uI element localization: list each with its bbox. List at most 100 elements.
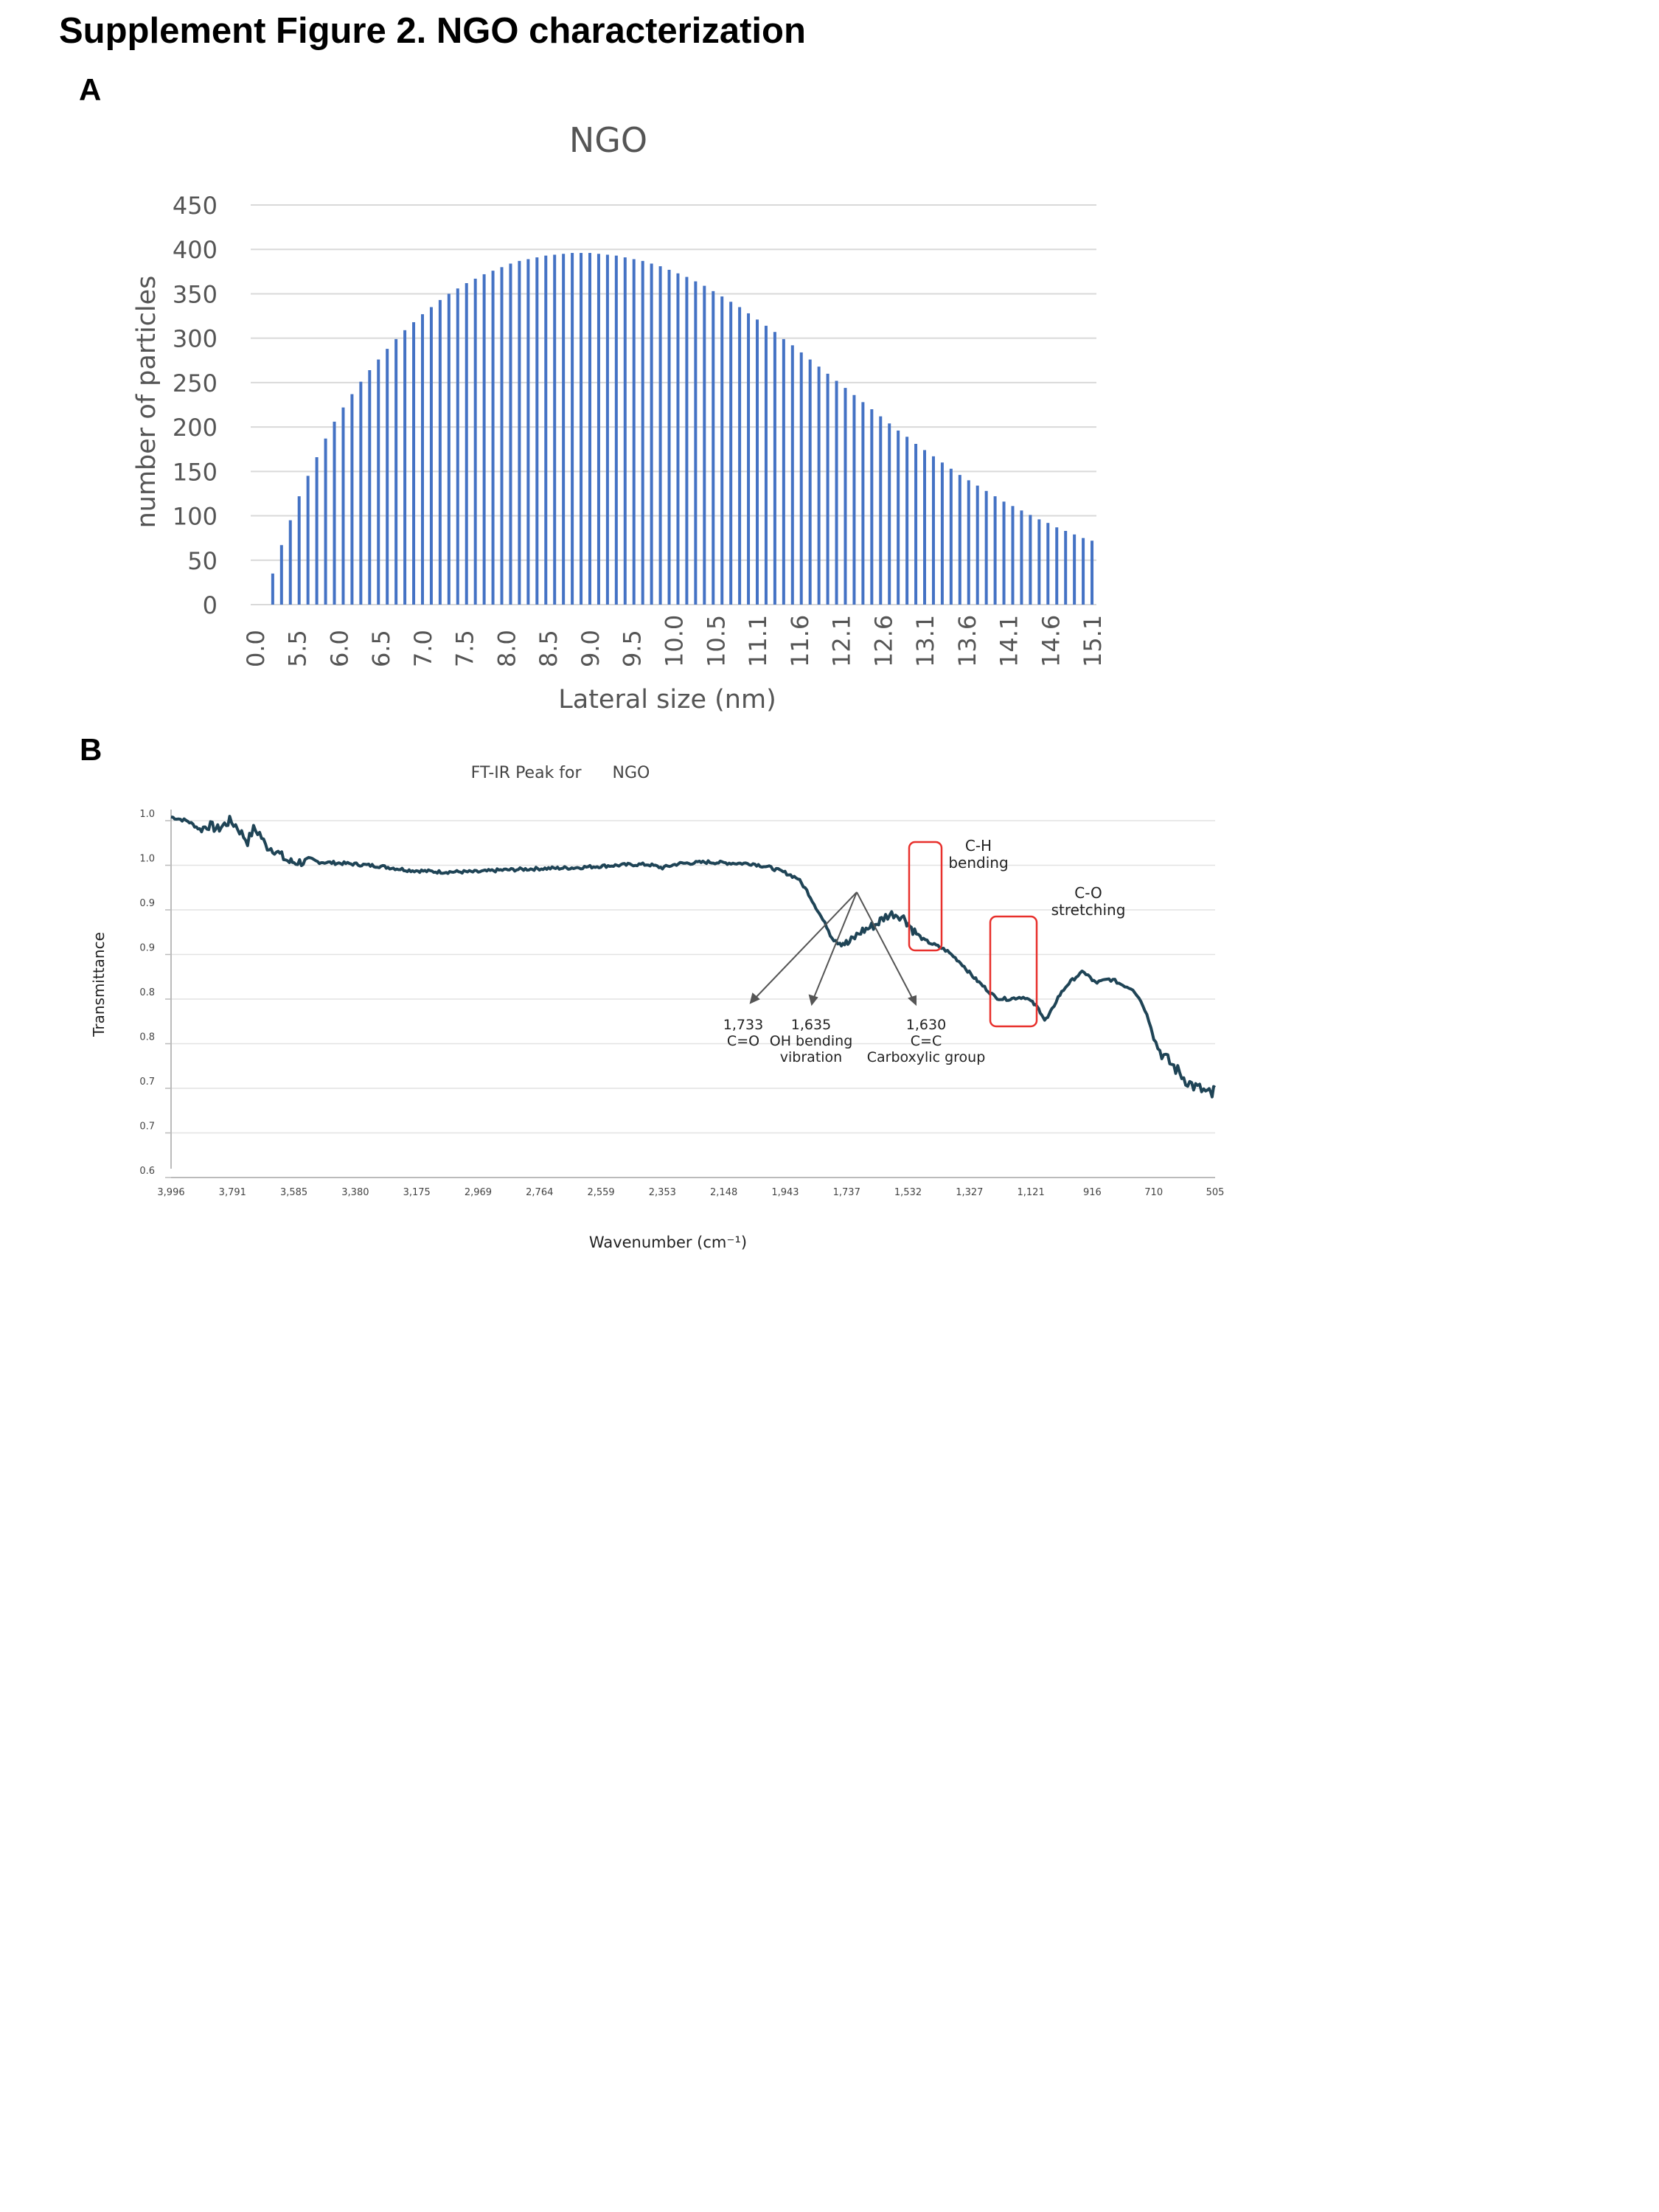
- chart-a-bar: [905, 437, 909, 605]
- chart-a-gridlines: [251, 204, 1096, 605]
- chart-a-x-axis-label: Lateral size (nm): [558, 685, 776, 714]
- chart-b-x-tick-label: 1,943: [771, 1187, 799, 1198]
- chart-a-x-tick-label: 14.6: [1037, 615, 1065, 667]
- chart-b-x-tick-label: 2,148: [710, 1187, 737, 1198]
- chart-a-bar: [341, 407, 345, 605]
- annotation-ch-line1: C-H: [965, 837, 992, 855]
- chart-a-bar: [712, 291, 715, 605]
- chart-a-bar: [500, 267, 504, 605]
- chart-a-bar: [386, 349, 389, 605]
- chart-b-y-tick-label: 0.7: [139, 1077, 155, 1088]
- annotation-cc-1630: 1,630 C=C Carboxylic group: [867, 1017, 986, 1065]
- chart-a-bar: [403, 330, 407, 605]
- annotation-1630-number: 1,630: [906, 1017, 946, 1033]
- chart-b-y-tick-label: 0.7: [139, 1121, 155, 1133]
- chart-a-bar: [456, 288, 459, 605]
- chart-b-title: FT-IR Peak for NGO: [471, 764, 650, 782]
- chart-a-bar: [526, 259, 530, 605]
- chart-a-bar: [297, 496, 301, 605]
- chart-a-bar: [632, 259, 636, 605]
- chart-a-bar: [658, 266, 662, 605]
- chart-a-x-tick-label: 9.0: [577, 630, 605, 667]
- chart-a-bar: [377, 359, 380, 605]
- chart-b-x-tick-label: 505: [1206, 1187, 1225, 1198]
- chart-a-bar: [676, 273, 680, 605]
- chart-a-bar: [852, 394, 856, 605]
- chart-a-bar: [1029, 515, 1032, 605]
- annotation-1733-number: 1,733: [723, 1017, 763, 1033]
- chart-b-x-tick-label: 2,764: [526, 1187, 553, 1198]
- chart-a-bar: [949, 468, 953, 605]
- chart-b-x-tick-label: 710: [1144, 1187, 1163, 1198]
- chart-a-bar: [685, 276, 689, 605]
- annotation-1630-label2: Carboxylic group: [867, 1049, 986, 1065]
- chart-a-bar: [940, 462, 944, 605]
- chart-a-x-tick-label: 11.1: [744, 615, 772, 667]
- chart-a-bar: [729, 302, 733, 605]
- annotation-arrows: [749, 891, 917, 1006]
- chart-b-y-tick-label: 1.0: [139, 809, 155, 820]
- chart-b-y-tick-label: 0.9: [139, 898, 155, 909]
- chart-a-bar: [641, 260, 644, 605]
- chart-a-bar: [288, 520, 292, 605]
- chart-a-bar: [350, 394, 354, 605]
- chart-a-x-tick-label: 13.6: [953, 615, 981, 667]
- annotation-1635-label2: vibration: [780, 1049, 842, 1065]
- chart-a-bar: [1020, 510, 1023, 605]
- chart-a-bar: [1046, 523, 1050, 605]
- chart-a-bar: [984, 490, 988, 605]
- particle-size-chart: NGO 0 50 100 150 200 250 300 350 400 450 0.0 5.5 6.…: [132, 120, 1107, 714]
- chart-a-bar: [412, 321, 416, 605]
- chart-b-y-tick-label: 0.8: [139, 987, 155, 998]
- chart-a-bar: [738, 307, 742, 605]
- chart-a-bar: [720, 296, 724, 605]
- annotation-1635-number: 1,635: [791, 1017, 831, 1033]
- annotation-c-o-1733: 1,733 C=O: [723, 1017, 763, 1049]
- ch-bending-highlight: [908, 841, 943, 952]
- chart-a-bar: [271, 573, 274, 605]
- annotation-oh-1635: 1,635 OH bending vibration: [770, 1017, 853, 1065]
- chart-a-bar: [438, 299, 442, 605]
- annotation-ch-bending: C-H bending: [948, 837, 1008, 872]
- chart-a-bar: [667, 269, 671, 605]
- chart-a-bar: [914, 443, 918, 605]
- chart-a-bar: [544, 255, 548, 605]
- chart-a-bar: [782, 338, 785, 605]
- chart-a-bar: [923, 450, 927, 605]
- chart-a-y-tick-label: 0: [203, 591, 218, 619]
- chart-a-bar: [799, 352, 803, 605]
- chart-a-bar: [553, 254, 557, 605]
- chart-a-y-tick-label: 250: [173, 369, 218, 397]
- chart-a-bar: [1064, 531, 1068, 605]
- chart-a-bar: [562, 254, 566, 605]
- panel-a-label: A: [79, 72, 102, 107]
- chart-a-x-tick-label: 12.6: [869, 615, 897, 667]
- figure-title: Supplement Figure 2. NGO characterizatio…: [59, 11, 806, 51]
- chart-a-bar: [826, 373, 830, 605]
- chart-a-bar: [420, 314, 424, 605]
- chart-a-bar: [650, 263, 653, 605]
- chart-a-bar: [315, 457, 319, 605]
- chart-b-x-tick-label: 916: [1083, 1187, 1102, 1198]
- chart-a-bar: [1002, 501, 1006, 605]
- chart-a-bar: [535, 257, 539, 605]
- chart-a-bar: [1011, 506, 1015, 605]
- ftir-chart: FT-IR Peak for NGO 0.6 0.7 0.7 0.8 0.8 0.9 0.9…: [90, 764, 1225, 1251]
- chart-a-bar: [359, 381, 363, 605]
- chart-a-y-tick-label: 450: [173, 192, 218, 220]
- chart-b-y-tick-label: 0.8: [139, 1032, 155, 1043]
- chart-a-bar: [324, 438, 327, 605]
- chart-a-x-tick-label: 10.5: [702, 615, 730, 667]
- co-stretching-highlight: [989, 915, 1038, 1028]
- chart-a-bar: [623, 257, 627, 605]
- chart-a-x-tick-label: 14.1: [995, 615, 1023, 667]
- chart-b-x-tick-label: 2,969: [465, 1187, 492, 1198]
- chart-a-y-tick-label: 400: [173, 236, 218, 264]
- chart-a-y-ticks: 0 50 100 150 200 250 300 350 400 450: [173, 192, 218, 619]
- chart-b-y-tick-label: 0.6: [139, 1166, 155, 1177]
- chart-a-x-tick-label: 9.5: [619, 630, 647, 667]
- chart-a-x-tick-label: 12.1: [828, 615, 856, 667]
- chart-a-bars: [271, 253, 1094, 605]
- chart-a-x-tick-label: 7.5: [451, 630, 479, 667]
- chart-a-y-tick-label: 50: [187, 547, 218, 575]
